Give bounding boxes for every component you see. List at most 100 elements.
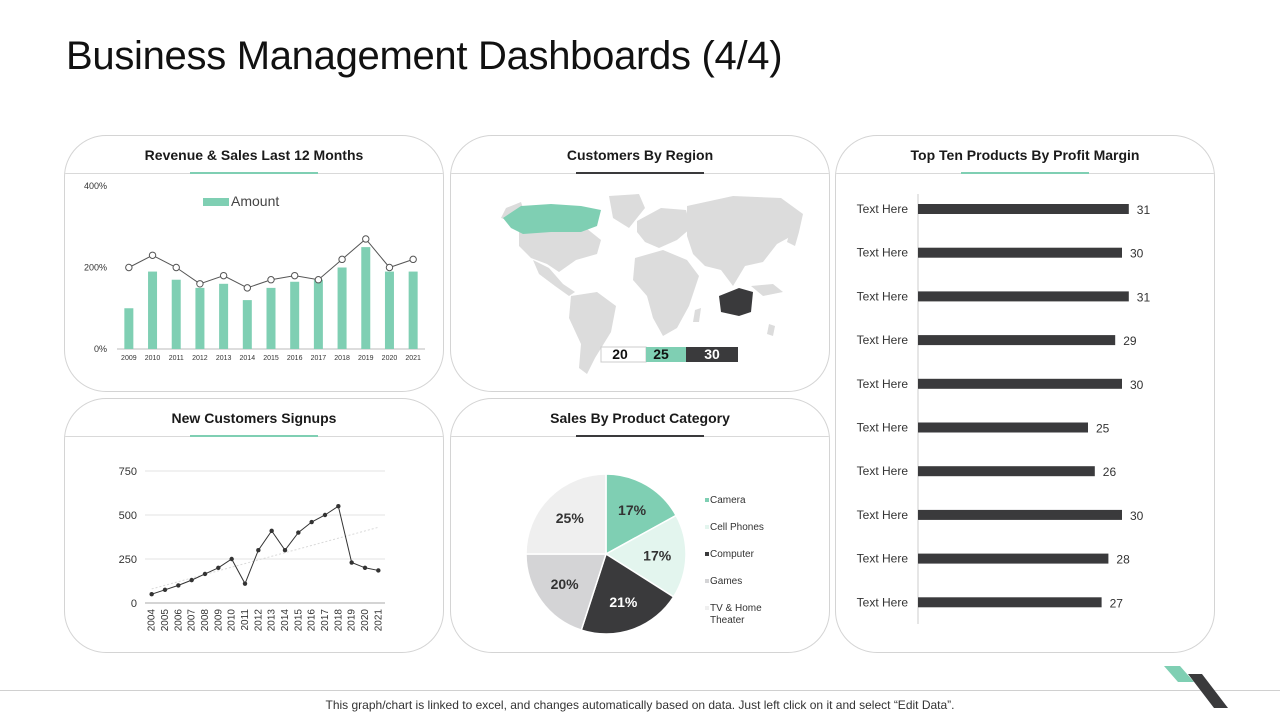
- products-value-label: 30: [1130, 509, 1144, 523]
- pie-slice[interactable]: [580, 552, 675, 635]
- products-chart[interactable]: Text Here 31 Text Here 30 Text Here 31 Text He…: [836, 136, 1215, 653]
- revenue-bar[interactable]: [171, 279, 181, 349]
- signups-line: [151, 505, 379, 595]
- products-bar[interactable]: [918, 335, 1116, 346]
- signups-x-tick: 2011: [240, 609, 251, 631]
- products-bar[interactable]: [918, 553, 1109, 564]
- products-bar[interactable]: [918, 291, 1129, 302]
- products-bar[interactable]: [918, 466, 1095, 477]
- revenue-bar[interactable]: [290, 281, 300, 349]
- revenue-line-point[interactable]: [338, 255, 346, 264]
- signups-card-title: New Customers Signups: [171, 410, 337, 426]
- signups-point[interactable]: [162, 587, 168, 592]
- signups-point[interactable]: [309, 519, 314, 525]
- signups-card: New Customers Signups 0 250 500 750 2004 2005…: [64, 398, 444, 653]
- signups-point[interactable]: [256, 548, 261, 553]
- signups-point[interactable]: [242, 581, 248, 586]
- world-map[interactable]: 20 25 30: [451, 136, 830, 392]
- pie-value-label: 25%: [556, 510, 585, 526]
- category-card: Sales By Product Category 17% 17% 21% 20% 25…: [450, 398, 830, 653]
- category-card-header: Sales By Product Category: [451, 399, 829, 437]
- footer-note: This graph/chart is linked to excel, and…: [325, 698, 955, 712]
- signups-x-tick: 2004: [147, 609, 158, 632]
- products-bar[interactable]: [918, 422, 1088, 433]
- signups-x-tick: 2006: [173, 609, 184, 632]
- signups-point[interactable]: [176, 583, 181, 588]
- corner-logo: [1164, 666, 1228, 708]
- pie-legend-swatch: [705, 525, 709, 529]
- page-title: Business Management Dashboards (4/4): [66, 34, 783, 78]
- revenue-line-point[interactable]: [243, 284, 252, 292]
- products-value-label: 31: [1137, 290, 1151, 304]
- pie-legend-label: Games: [710, 576, 742, 587]
- revenue-chart[interactable]: 400% 200% 0% 2009 2010 2011 2012 2013 2014 2015 20…: [65, 136, 444, 392]
- revenue-bar[interactable]: [361, 247, 371, 349]
- signups-point[interactable]: [349, 560, 354, 565]
- revenue-bar[interactable]: [242, 300, 252, 349]
- products-value-label: 25: [1096, 422, 1110, 436]
- revenue-x-tick: 2013: [216, 355, 232, 362]
- pie-slice[interactable]: [605, 473, 678, 556]
- pie-slice[interactable]: [604, 514, 687, 598]
- pie-slice[interactable]: [525, 473, 607, 555]
- signups-point[interactable]: [189, 577, 194, 583]
- signups-point[interactable]: [216, 565, 221, 570]
- revenue-card-title: Revenue & Sales Last 12 Months: [144, 147, 364, 163]
- revenue-line-point[interactable]: [148, 251, 157, 259]
- revenue-line-point[interactable]: [385, 263, 394, 272]
- signups-point[interactable]: [149, 592, 154, 597]
- revenue-bar[interactable]: [124, 308, 134, 349]
- signups-point[interactable]: [322, 512, 328, 518]
- signups-point[interactable]: [269, 528, 274, 534]
- revenue-line-point[interactable]: [219, 271, 228, 280]
- products-category-label: Text Here: [857, 202, 909, 216]
- products-bar[interactable]: [918, 204, 1129, 214]
- signups-point[interactable]: [362, 565, 368, 570]
- products-bar[interactable]: [918, 247, 1122, 258]
- signups-point[interactable]: [229, 556, 234, 562]
- products-bar[interactable]: [918, 378, 1122, 389]
- signups-x-tick: 2013: [267, 609, 278, 632]
- signups-x-tick: 2009: [213, 609, 224, 632]
- revenue-bar[interactable]: [408, 271, 418, 349]
- signups-x-tick: 2014: [280, 609, 291, 632]
- revenue-x-tick: 2016: [287, 355, 303, 362]
- revenue-x-tick: 2019: [358, 355, 374, 362]
- revenue-line-point[interactable]: [362, 235, 370, 243]
- signups-point[interactable]: [202, 571, 208, 577]
- revenue-line-point[interactable]: [172, 263, 180, 272]
- revenue-line-point[interactable]: [196, 280, 204, 288]
- signups-x-tick: 2020: [360, 609, 371, 632]
- revenue-line-point[interactable]: [290, 271, 299, 280]
- signups-point[interactable]: [376, 568, 381, 573]
- signups-y-tick: 500: [119, 510, 137, 522]
- revenue-bar[interactable]: [337, 267, 347, 350]
- revenue-bar[interactable]: [266, 287, 276, 349]
- revenue-line-point[interactable]: [314, 276, 323, 284]
- revenue-x-tick: 2017: [311, 355, 327, 362]
- revenue-legend-swatch: [203, 198, 229, 206]
- signups-point[interactable]: [282, 548, 288, 553]
- region-australia[interactable]: [719, 288, 753, 316]
- category-pie-chart[interactable]: 17% 17% 21% 20% 25% Camera Cell Phones Computer…: [451, 399, 830, 653]
- revenue-x-tick: 2011: [169, 355, 184, 362]
- revenue-bar[interactable]: [195, 287, 205, 349]
- revenue-x-tick: 2021: [405, 355, 421, 362]
- revenue-bar[interactable]: [384, 271, 394, 349]
- revenue-line-point[interactable]: [409, 255, 417, 264]
- revenue-x-tick: 2010: [145, 355, 161, 362]
- revenue-bar[interactable]: [148, 271, 158, 349]
- region-canada[interactable]: [503, 204, 601, 234]
- revenue-bar[interactable]: [219, 283, 229, 349]
- revenue-line-point[interactable]: [267, 276, 275, 284]
- signups-x-tick: 2019: [347, 609, 358, 632]
- revenue-line-point[interactable]: [125, 263, 133, 272]
- revenue-bar[interactable]: [313, 279, 323, 349]
- products-category-label: Text Here: [857, 421, 909, 435]
- pie-slice[interactable]: [525, 553, 608, 632]
- signups-point[interactable]: [296, 530, 301, 535]
- products-bar[interactable]: [918, 509, 1122, 520]
- products-bar[interactable]: [918, 597, 1102, 608]
- signups-point[interactable]: [336, 504, 341, 509]
